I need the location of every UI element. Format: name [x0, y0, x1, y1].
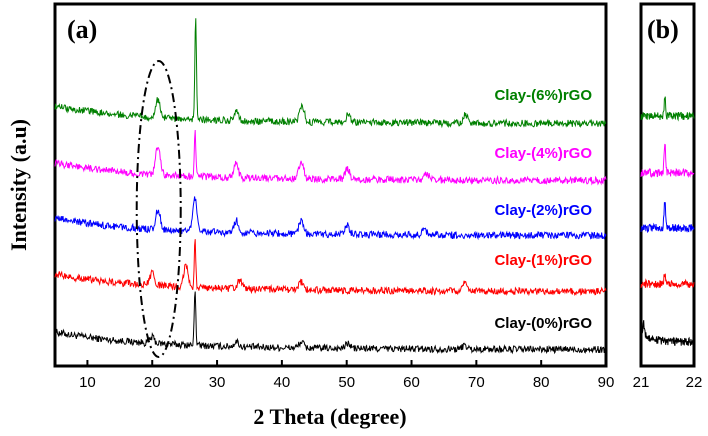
x-tick-label-0: 10	[79, 374, 96, 391]
series-line-b-2	[640, 202, 695, 234]
x-tick-label-4: 50	[338, 374, 355, 391]
series-label-4: Clay-(6%)rGO	[494, 87, 592, 104]
panel-b-series-group	[640, 96, 695, 346]
b-x-tick-label-0: 21	[633, 374, 650, 391]
panel-a-series-labels: Clay-(0%)rGO Clay-(1%)rGO Clay-(2%)rGO Clay…	[494, 87, 592, 332]
panel-b-x-ticks: 21 22	[633, 374, 703, 391]
x-tick-label-6: 70	[468, 374, 485, 391]
x-tick-label-8: 90	[598, 374, 615, 391]
x-tick-label-7: 80	[533, 374, 550, 391]
series-line-b-4	[640, 96, 695, 122]
series-line-b-1	[640, 273, 695, 290]
series-label-3: Clay-(4%)rGO	[494, 145, 592, 162]
panel-a-series-group	[54, 18, 607, 355]
peak-region-ellipse	[135, 60, 182, 358]
x-tick-label-3: 40	[274, 374, 291, 391]
panel-b-frame	[639, 2, 696, 368]
y-axis-title: Intensity (a.u)	[6, 119, 31, 251]
series-line-a-4	[54, 18, 607, 129]
x-tick-label-1: 20	[144, 374, 161, 391]
series-label-2: Clay-(2%)rGO	[494, 202, 592, 219]
series-line-b-0	[640, 320, 695, 346]
series-line-a-2	[54, 196, 607, 241]
x-axis-title: 2 Theta (degree)	[253, 404, 406, 429]
panel-b-tag: (b)	[647, 15, 679, 44]
series-label-0: Clay-(0%)rGO	[494, 315, 592, 332]
series-line-b-3	[640, 143, 695, 178]
series-line-a-0	[54, 291, 607, 355]
b-x-tick-label-1: 22	[686, 374, 703, 391]
series-line-a-3	[54, 129, 607, 186]
panel-a-x-ticks: 10 20 30 40 50 60 70 80 90	[79, 360, 614, 391]
x-tick-label-2: 30	[209, 374, 226, 391]
panel-a-tag: (a)	[67, 15, 97, 44]
series-line-a-1	[54, 239, 607, 297]
series-label-1: Clay-(1%)rGO	[494, 252, 592, 269]
panel-a-frame	[53, 2, 608, 368]
x-tick-label-5: 60	[403, 374, 420, 391]
